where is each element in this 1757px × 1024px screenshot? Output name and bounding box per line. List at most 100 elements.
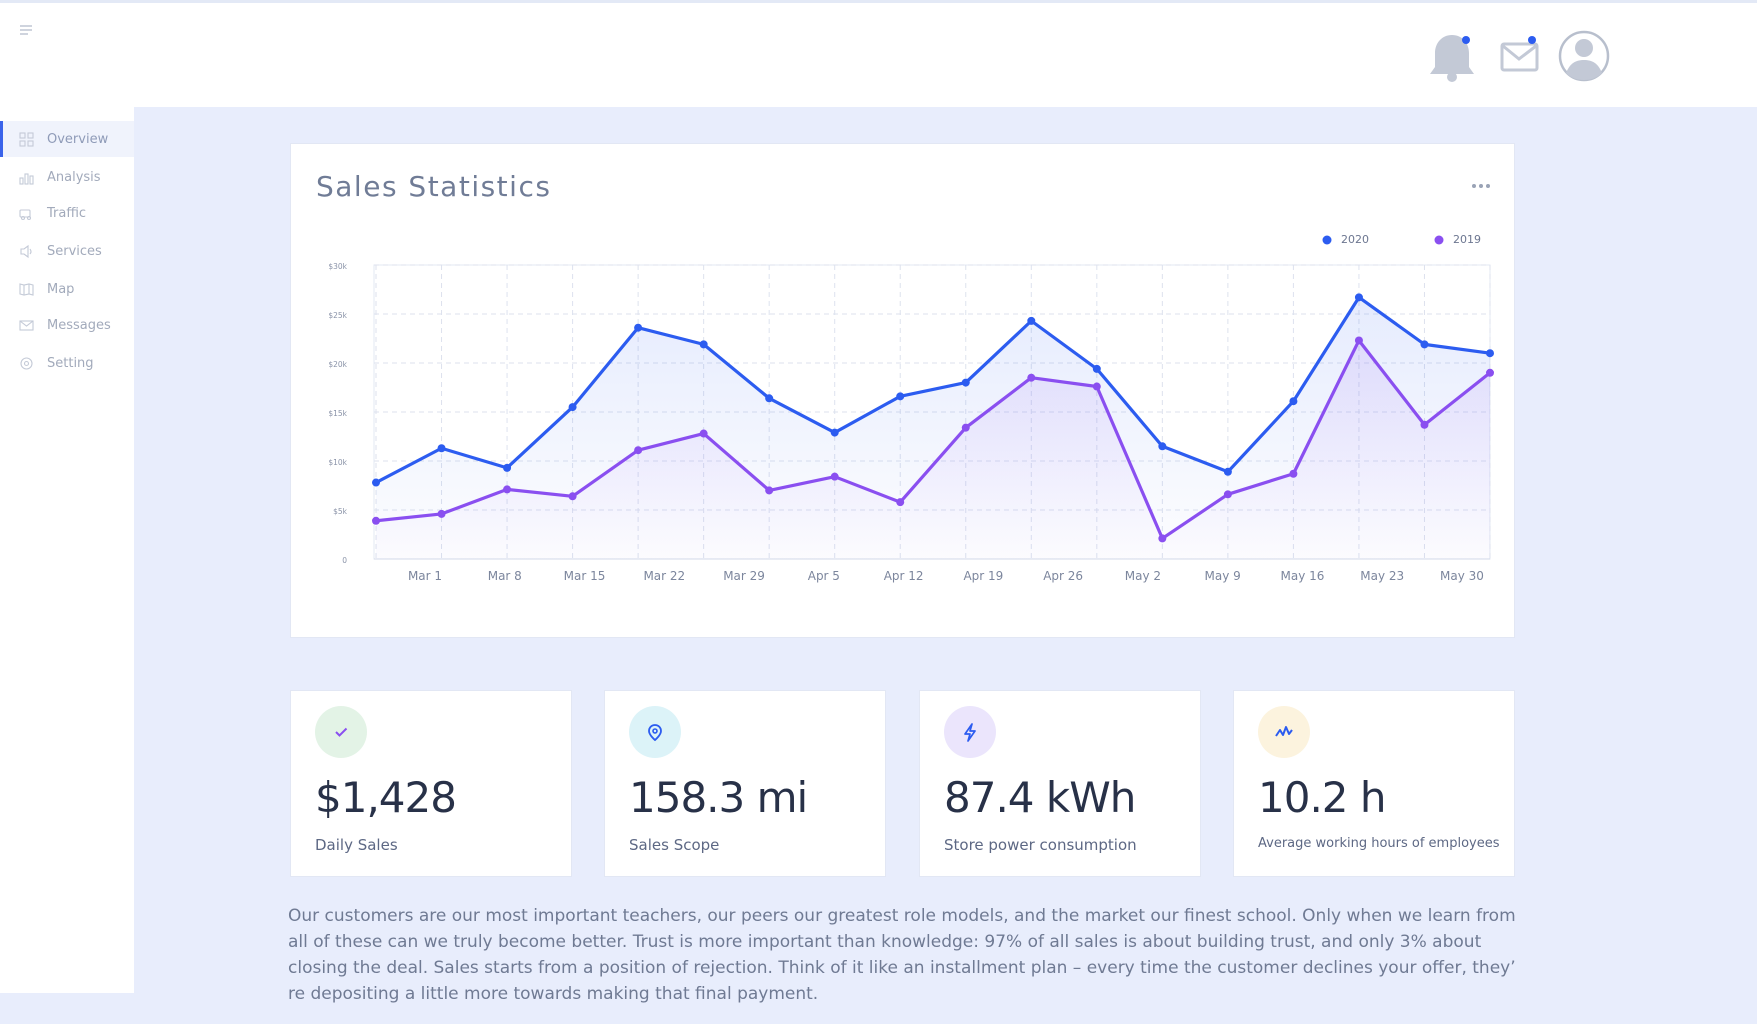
series-area <box>376 340 1490 559</box>
more-button[interactable] <box>1472 184 1490 188</box>
y-tick-label: $5k <box>333 507 348 516</box>
data-point <box>1092 382 1101 391</box>
y-tick-label: $30k <box>328 262 347 271</box>
nav-icon <box>19 319 34 331</box>
nav-icon <box>20 244 32 258</box>
data-point <box>503 463 512 472</box>
data-point <box>1289 397 1298 406</box>
nav-label: Map <box>47 281 75 297</box>
stat-glyph <box>648 724 662 742</box>
x-tick-label: May 23 <box>1360 569 1404 583</box>
stat-value: 87.4 kWh <box>944 773 1136 822</box>
data-point <box>437 509 446 518</box>
data-point <box>896 392 905 401</box>
legend-label: 2020 <box>1341 233 1369 246</box>
data-point <box>1354 336 1363 345</box>
data-point <box>634 446 643 455</box>
x-tick-label: Apr 5 <box>808 569 840 583</box>
stat-icon <box>315 706 367 758</box>
stat-card: $1,428 Daily Sales <box>290 690 572 877</box>
nav-item[interactable]: Traffic <box>0 195 134 231</box>
nav-item[interactable]: Overview <box>0 121 134 157</box>
x-tick-label: Mar 1 <box>408 569 442 583</box>
data-point <box>1223 467 1232 476</box>
notification-bell[interactable] <box>1430 35 1474 82</box>
x-tick-label: Apr 26 <box>1043 569 1083 583</box>
y-tick-label: $20k <box>328 360 347 369</box>
nav-icon <box>20 356 33 370</box>
nav-item[interactable]: Map <box>0 271 134 307</box>
avatar[interactable] <box>1558 30 1610 82</box>
data-point <box>1354 293 1363 302</box>
stat-label: Sales Scope <box>629 836 720 854</box>
data-point <box>1289 469 1298 478</box>
chart-title: Sales Statistics <box>316 170 551 203</box>
stat-label: Average working hours of employees <box>1258 836 1500 851</box>
data-point <box>699 429 708 438</box>
header-icons <box>20 25 1610 82</box>
header <box>0 3 1757 107</box>
nav-item[interactable]: Setting <box>0 345 134 381</box>
data-point <box>961 378 970 387</box>
y-tick-label: 0 <box>342 556 347 565</box>
stat-label: Daily Sales <box>315 836 398 854</box>
menu-button[interactable] <box>20 25 32 35</box>
data-point <box>1158 442 1167 451</box>
chart: Sales Statistics 0 $5k $10k $15k $20k $25k $30… <box>316 170 1494 583</box>
stat-glyph <box>335 727 348 737</box>
mail-icon[interactable] <box>1500 36 1539 72</box>
series-line <box>375 295 1491 484</box>
data-point <box>961 423 970 432</box>
legend-marker <box>1322 235 1332 245</box>
x-tick-label: Apr 12 <box>884 569 924 583</box>
stat-label: Store power consumption <box>944 836 1137 854</box>
x-tick-label: Mar 29 <box>723 569 765 583</box>
stat-glyph <box>964 723 976 742</box>
data-point <box>1092 364 1101 373</box>
stat-value: 10.2 h <box>1258 773 1386 822</box>
nav-label: Setting <box>47 355 94 371</box>
data-point <box>896 498 905 507</box>
data-point <box>437 444 446 453</box>
data-point <box>1486 349 1494 358</box>
nav-icon <box>19 208 32 220</box>
nav-label: Services <box>47 243 102 259</box>
data-point <box>765 486 774 495</box>
stat-value: 158.3 mi <box>629 773 808 822</box>
data-point <box>568 492 577 501</box>
nav-icon <box>19 172 34 185</box>
x-tick-label: Mar 15 <box>564 569 606 583</box>
legend-marker <box>1434 235 1444 245</box>
stat-icon <box>944 706 996 758</box>
nav-item[interactable]: Services <box>0 233 134 269</box>
data-point <box>568 403 577 412</box>
nav-icon <box>19 131 34 147</box>
quote-paragraph: Our customers are our most important tea… <box>288 906 1516 1004</box>
stat-icon <box>629 706 681 758</box>
top-border <box>0 0 1757 3</box>
nav-label: Messages <box>47 317 111 333</box>
data-point <box>1223 490 1232 499</box>
series-line <box>375 338 1491 541</box>
data-point <box>634 323 643 332</box>
stat-glyph <box>1275 726 1293 737</box>
nav-item[interactable]: Messages <box>0 307 134 343</box>
data-point <box>372 516 380 525</box>
x-tick-label: May 9 <box>1205 569 1241 583</box>
nav-item[interactable]: Analysis <box>0 159 134 195</box>
stat-card: 87.4 kWh Store power consumption <box>919 690 1201 877</box>
data-point <box>830 428 839 437</box>
data-point <box>1420 420 1429 429</box>
data-point <box>699 340 708 349</box>
sidebar: Overview Analysis Traffic Services Map Messag… <box>0 107 134 993</box>
data-point <box>1027 316 1036 325</box>
y-tick-label: $25k <box>328 311 347 320</box>
x-tick-label: May 16 <box>1281 569 1325 583</box>
nav-icon <box>19 282 34 296</box>
data-point <box>1158 534 1167 543</box>
data-point <box>372 478 380 487</box>
x-tick-label: Mar 22 <box>643 569 685 583</box>
stat-icon <box>1258 706 1310 758</box>
nav-label: Overview <box>47 131 109 147</box>
